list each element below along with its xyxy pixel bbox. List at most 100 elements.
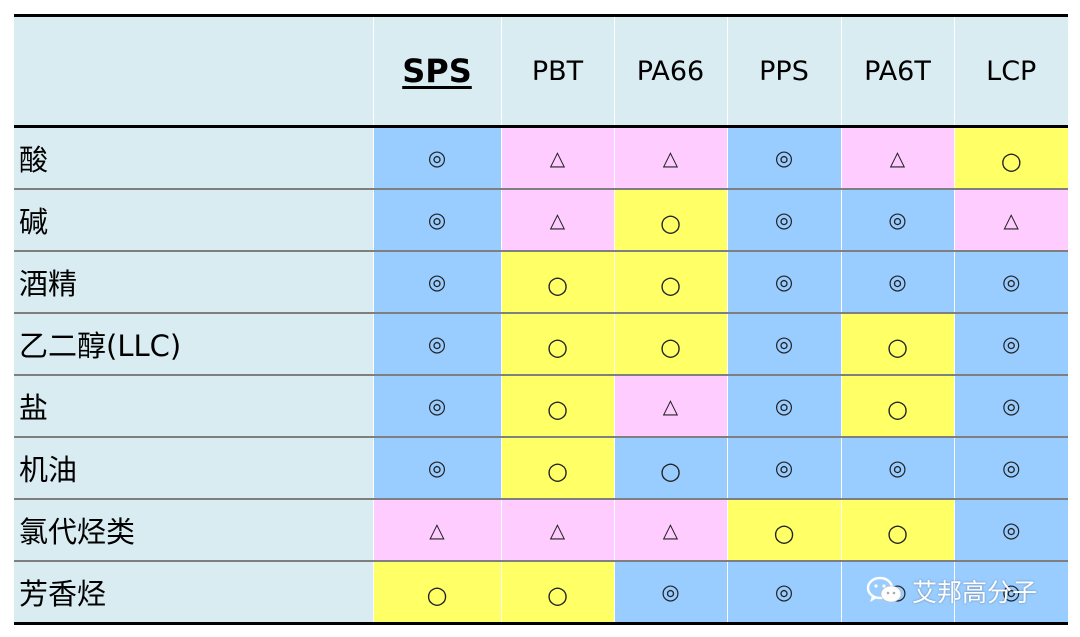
table-row: 酒精 ◎ ○ ○ ◎ ◎ ◎	[14, 250, 1068, 313]
rating-symbol: △	[662, 146, 679, 170]
rating-symbol: ◎	[427, 146, 447, 170]
rating-cell-pbt: △	[500, 498, 614, 561]
rating-symbol: ○	[660, 271, 681, 299]
rating-symbol: ◎	[888, 580, 907, 604]
column-header-pbt: PBT	[500, 15, 614, 128]
rating-cell-pa6t: ◎	[840, 436, 954, 499]
row-label: 氯代烃类	[14, 498, 373, 561]
rating-symbol: ◎	[427, 394, 447, 418]
rating-cell-sps: ◎	[372, 374, 501, 437]
rating-cell-pa6t: ○	[840, 374, 954, 437]
rating-symbol: ◎	[1002, 332, 1021, 356]
rating-symbol: ○	[547, 457, 568, 485]
column-header-lcp: LCP	[953, 15, 1068, 128]
rating-cell-lcp: ◎	[953, 498, 1068, 561]
rating-cell-pa6t: ○	[840, 498, 954, 561]
rating-cell-pps: ◎	[726, 188, 841, 251]
table-row: 酸 ◎ △ △ ◎ △ ○	[14, 126, 1068, 189]
rating-cell-sps: ◎	[372, 188, 501, 251]
rating-symbol: ◎	[1002, 456, 1021, 480]
rating-symbol: ○	[426, 581, 448, 609]
rating-symbol: ◎	[888, 456, 907, 480]
rating-cell-lcp: ◎	[953, 250, 1068, 313]
rating-cell-lcp: ◎	[953, 312, 1068, 375]
table-row: 碱 ◎ △ ○ ◎ ◎ △	[14, 188, 1068, 251]
rating-symbol: ○	[547, 395, 568, 423]
rating-symbol: ◎	[888, 208, 907, 232]
rating-symbol: △	[662, 394, 679, 418]
rating-cell-pbt: ○	[500, 250, 614, 313]
row-label: 乙二醇(LLC)	[14, 312, 373, 375]
rating-cell-pps: ○	[726, 498, 841, 561]
rating-cell-pps: ◎	[726, 436, 841, 499]
rating-cell-pa6t: ◎	[840, 560, 954, 624]
rating-symbol: ○	[773, 519, 795, 547]
rating-symbol: ◎	[1002, 580, 1021, 604]
rating-symbol: △	[429, 518, 445, 542]
rating-cell-pa66: ○	[613, 250, 727, 313]
rating-symbol: ◎	[1002, 394, 1021, 418]
rating-symbol: ◎	[774, 394, 794, 418]
rating-symbol: △	[549, 146, 566, 170]
rating-cell-pa6t: △	[840, 126, 954, 189]
rating-symbol: ◎	[774, 270, 794, 294]
rating-cell-pa66: △	[613, 374, 727, 437]
rating-cell-pa6t: ◎	[840, 250, 954, 313]
rating-cell-pps: ◎	[726, 250, 841, 313]
table-row: 乙二醇(LLC) ◎ ○ ○ ◎ ○ ◎	[14, 312, 1068, 375]
rating-cell-pa6t: ○	[840, 312, 954, 375]
rating-cell-lcp: ◎	[953, 374, 1068, 437]
rating-cell-sps: △	[372, 498, 501, 561]
table-row: 盐 ◎ ○ △ ◎ ○ ◎	[14, 374, 1068, 437]
row-label: 碱	[14, 188, 373, 251]
rating-cell-pbt: ○	[500, 374, 614, 437]
row-label: 酸	[14, 126, 373, 189]
rating-cell-lcp: ◎	[953, 436, 1068, 499]
chemical-resistance-table-wrapper: SPS PBT PA66 PPS PA6T LCP 酸 ◎ △ △ ◎ △ ○ 碱 ◎ △ ○ ◎ ◎ △…	[14, 14, 1068, 625]
rating-symbol: ○	[660, 209, 681, 237]
chemical-resistance-table: SPS PBT PA66 PPS PA6T LCP 酸 ◎ △ △ ◎ △ ○ 碱 ◎ △ ○ ◎ ◎ △…	[14, 14, 1068, 625]
rating-cell-pps: ◎	[726, 560, 841, 624]
rating-cell-sps: ◎	[372, 436, 501, 499]
corner-cell	[14, 15, 373, 128]
rating-symbol: ○	[1000, 147, 1022, 175]
rating-symbol: ◎	[427, 208, 447, 232]
table-row: 芳香烃 ○ ○ ◎ ◎ ◎ ◎	[14, 560, 1068, 624]
rating-symbol: ◎	[661, 580, 680, 604]
rating-symbol: ○	[547, 333, 568, 361]
rating-cell-pa66: ◎	[613, 560, 727, 624]
rating-cell-pps: ◎	[726, 126, 841, 189]
rating-symbol: ◎	[774, 208, 794, 232]
rating-symbol: ◎	[1002, 270, 1021, 294]
rating-cell-pps: ◎	[726, 312, 841, 375]
rating-cell-sps: ◎	[372, 312, 501, 375]
rating-symbol: ◎	[774, 580, 794, 604]
rating-symbol: ◎	[427, 332, 447, 356]
rating-cell-pbt: △	[500, 188, 614, 251]
rating-cell-lcp: △	[953, 188, 1068, 251]
rating-symbol: △	[662, 518, 679, 542]
rating-cell-lcp: ○	[953, 126, 1068, 189]
rating-symbol: ○	[547, 271, 568, 299]
rating-cell-pa66: △	[613, 498, 727, 561]
table-row: 氯代烃类 △ △ △ ○ ○ ◎	[14, 498, 1068, 561]
row-label: 酒精	[14, 250, 373, 313]
table-row: 机油 ◎ ○ ○ ◎ ◎ ◎	[14, 436, 1068, 499]
rating-symbol: ◎	[888, 270, 907, 294]
rating-cell-pa66: ○	[613, 312, 727, 375]
rating-symbol: △	[549, 208, 566, 232]
rating-cell-pbt: △	[500, 126, 614, 189]
rating-symbol: ◎	[774, 332, 794, 356]
row-label: 机油	[14, 436, 373, 499]
header-row: SPS PBT PA66 PPS PA6T LCP	[14, 15, 1068, 128]
rating-symbol: △	[549, 518, 566, 542]
column-header-pa66: PA66	[613, 15, 727, 128]
rating-symbol: ◎	[1002, 518, 1021, 542]
row-label: 芳香烃	[14, 560, 373, 624]
column-header-pa6t: PA6T	[840, 15, 954, 128]
row-label: 盐	[14, 374, 373, 437]
column-header-pps: PPS	[726, 15, 841, 128]
rating-cell-pa66: △	[613, 126, 727, 189]
rating-cell-pbt: ○	[500, 312, 614, 375]
rating-symbol: ○	[547, 581, 568, 609]
